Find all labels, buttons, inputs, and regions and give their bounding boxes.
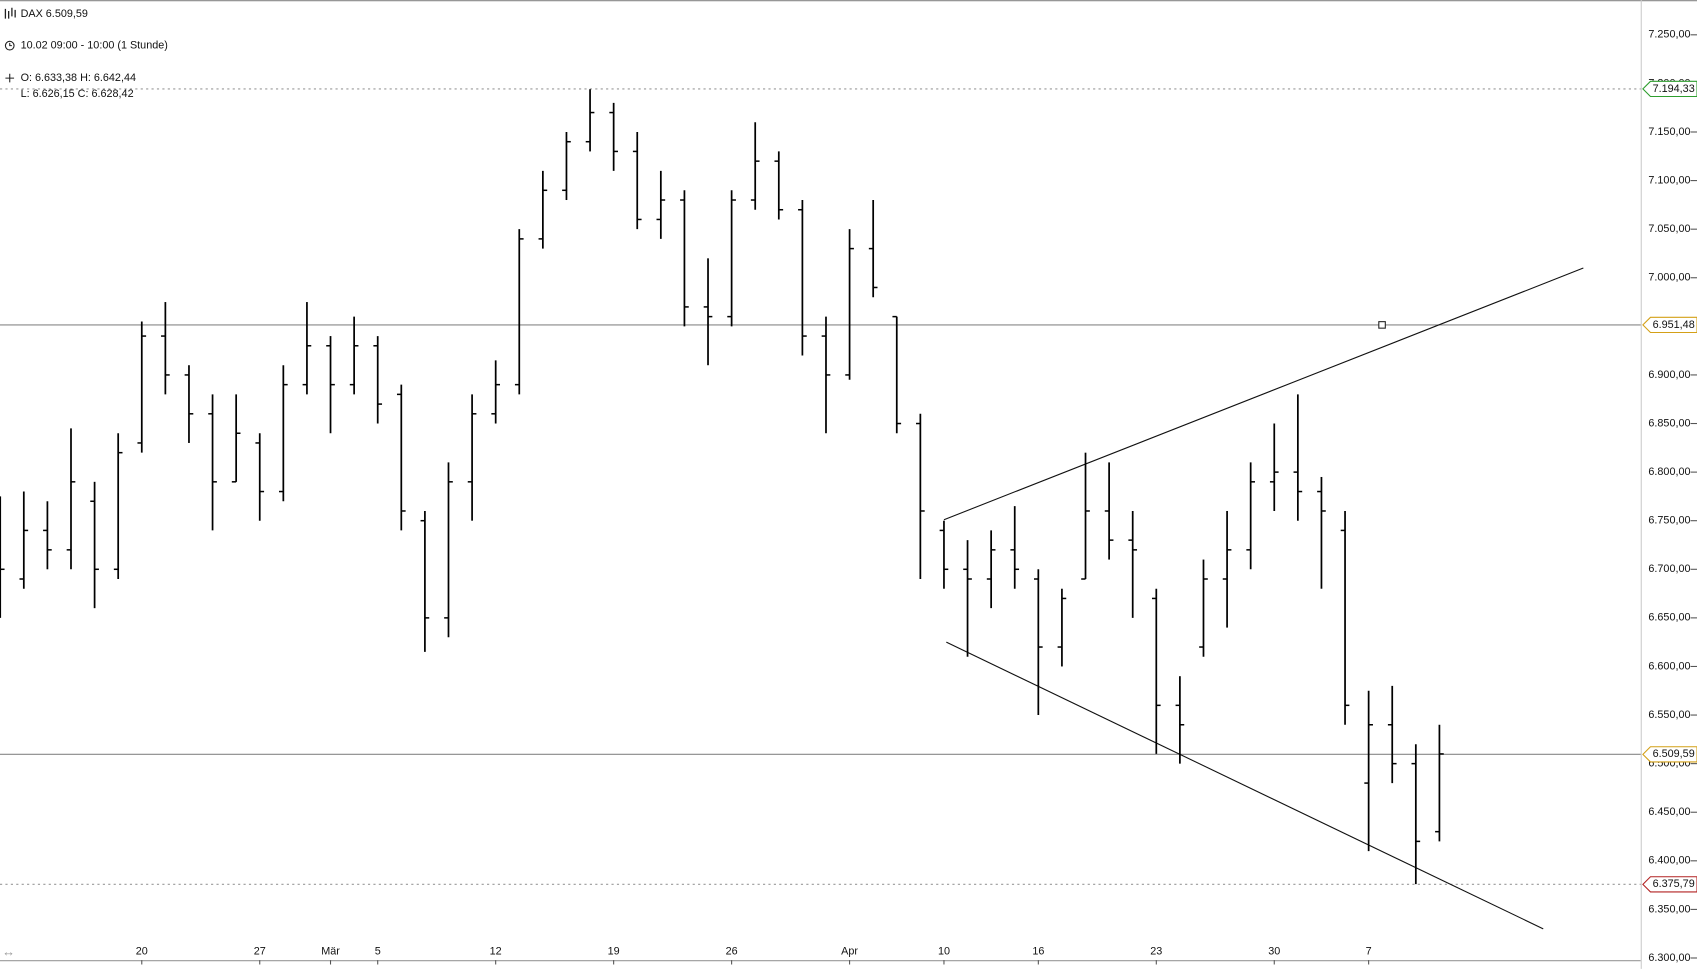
header-ohlc: L: 6.626,15 C: 6.628,42 (21, 88, 134, 100)
price-tag-label: 6.375,79 (1653, 878, 1695, 890)
y-tick-label: 6.650,00 (1648, 612, 1690, 624)
y-tick-label: 6.300,00 (1648, 952, 1690, 964)
x-tick-label: 12 (490, 945, 502, 957)
y-tick-label: 6.750,00 (1648, 515, 1690, 527)
header-title: DAX 6.509,59 (21, 8, 88, 20)
y-tick-label: 6.350,00 (1648, 903, 1690, 915)
price-tag-label: 6.509,59 (1653, 748, 1695, 760)
price-tag (1642, 316, 1697, 334)
y-tick-label: 6.800,00 (1648, 466, 1690, 478)
y-tick-label: 6.700,00 (1648, 563, 1690, 575)
trendline (946, 641, 1544, 930)
y-tick-label: 6.550,00 (1648, 709, 1690, 721)
header-period: 10.02 09:00 - 10:00 (1 Stunde) (21, 39, 168, 51)
price-tag-label: 7.194,33 (1653, 83, 1695, 95)
trendline (943, 267, 1584, 521)
x-tick-label: 19 (608, 945, 620, 957)
y-tick-label: 6.450,00 (1648, 806, 1690, 818)
x-tick-label: 20 (136, 945, 148, 957)
x-tick-label: 5 (375, 945, 381, 957)
x-tick-label: 27 (254, 945, 266, 957)
price-tag (1642, 876, 1697, 893)
line-handle (1378, 321, 1386, 329)
x-tick-label: 26 (726, 945, 738, 957)
y-tick-label: 7.250,00 (1648, 29, 1690, 41)
y-tick-label: 7.000,00 (1648, 272, 1690, 284)
price-tag-label: 6.951,48 (1653, 319, 1695, 331)
y-tick-label: 7.050,00 (1648, 223, 1690, 235)
crosshair-icon (5, 73, 15, 83)
x-tick-label: 23 (1150, 945, 1162, 957)
x-tick-label: 10 (938, 945, 950, 957)
x-tick-label: 7 (1366, 945, 1372, 957)
y-tick-label: 6.850,00 (1648, 417, 1690, 429)
clock-icon (4, 40, 15, 51)
price-tag (1642, 746, 1697, 763)
x-tick-label: Mär (321, 945, 340, 957)
chart-icon (4, 7, 16, 19)
price-tag (1642, 80, 1697, 98)
y-tick-label: 6.600,00 (1648, 660, 1690, 672)
x-tick-label: 16 (1032, 945, 1044, 957)
clock-hand (9, 42, 12, 47)
scroll-arrow[interactable]: ↔ (2, 944, 15, 959)
x-tick-label: Apr (841, 945, 858, 957)
y-tick-label: 7.100,00 (1648, 174, 1690, 186)
x-tick-label: 30 (1268, 945, 1280, 957)
header: DAX 6.509,59 10.02 09:00 - 10:00 (1 Stun… (4, 7, 168, 100)
y-tick-label: 6.900,00 (1648, 369, 1690, 381)
y-tick-label: 6.400,00 (1648, 855, 1690, 867)
header-ohlc: O: 6.633,38 H: 6.642,44 (21, 72, 136, 84)
y-tick-label: 7.150,00 (1648, 126, 1690, 138)
